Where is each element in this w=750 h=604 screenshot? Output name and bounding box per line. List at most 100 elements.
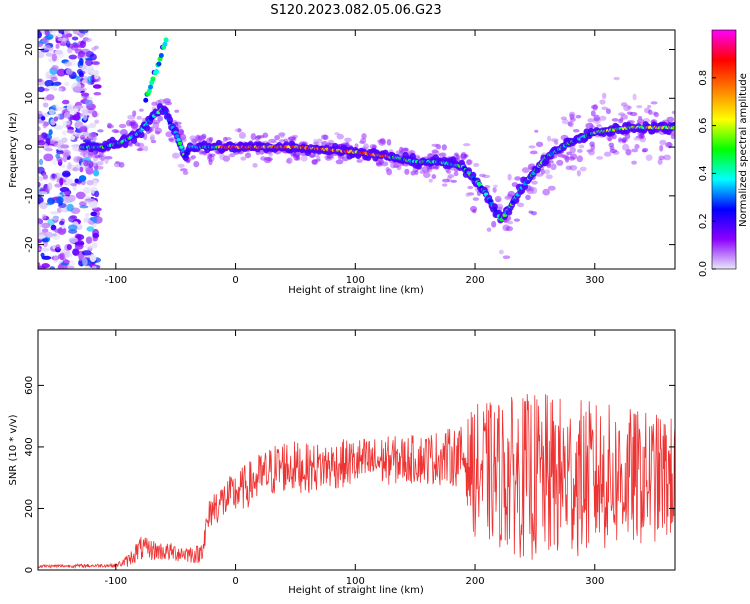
- spread-blob: [177, 163, 185, 168]
- spread-blob: [601, 106, 608, 111]
- noise-blob: [82, 112, 88, 121]
- noise-blob: [46, 202, 53, 206]
- spread-blob: [535, 141, 544, 148]
- spread-blob: [645, 154, 653, 161]
- spread-blob: [219, 153, 226, 160]
- noise-blob: [43, 153, 54, 162]
- noise-blob: [40, 247, 51, 252]
- spread-blob: [540, 168, 545, 175]
- spread-blob: [285, 158, 291, 164]
- noise-blob: [72, 86, 82, 93]
- spread-blob: [326, 154, 334, 159]
- noise-blob: [38, 86, 45, 93]
- branch-blob: [148, 84, 154, 90]
- spread-blob: [561, 119, 569, 125]
- spread-blob: [493, 184, 498, 188]
- noise-blob: [38, 166, 45, 174]
- noise-blob: [94, 72, 99, 80]
- noise-blob: [44, 79, 55, 88]
- spread-blob: [292, 136, 297, 142]
- noise-blob: [78, 70, 84, 77]
- spread-blob: [125, 120, 132, 127]
- x-tick-label: 300: [585, 576, 604, 587]
- spread-blob: [550, 163, 557, 171]
- spread-blob: [453, 171, 459, 177]
- snr-line: [38, 393, 675, 569]
- x-tick-label: 0: [232, 576, 238, 587]
- spread-blob: [626, 111, 633, 115]
- spectrogram-y-axis-label: Frequency (Hz): [8, 112, 19, 188]
- noise-blob: [79, 166, 84, 173]
- spread-blob: [547, 135, 552, 142]
- noise-blob: [66, 103, 74, 112]
- branch-blob: [158, 53, 164, 59]
- noise-blob: [61, 137, 68, 144]
- spread-blob: [431, 174, 437, 180]
- branch-blob: [150, 76, 156, 82]
- spread-blob: [648, 109, 653, 115]
- ridge-core: [672, 125, 675, 130]
- branch-blob: [163, 37, 169, 43]
- spread-blob: [589, 141, 595, 147]
- noise-blob: [38, 140, 46, 146]
- spread-blob: [76, 156, 84, 162]
- spread-blob: [530, 187, 538, 194]
- spread-blob: [278, 139, 285, 143]
- spread-blob: [91, 136, 97, 143]
- noise-blob: [46, 85, 56, 90]
- spread-blob: [528, 145, 536, 149]
- noise-blob: [52, 216, 59, 221]
- y-tick-label: 0: [24, 567, 35, 573]
- noise-blob: [50, 211, 59, 215]
- spread-blob: [152, 122, 160, 129]
- ridge-core: [179, 145, 184, 149]
- spread-blob: [465, 192, 471, 198]
- noise-blob: [75, 234, 85, 241]
- y-tick-label: 200: [24, 499, 35, 518]
- spread-blob: [118, 161, 125, 168]
- spread-blob: [118, 123, 127, 129]
- spread-blob: [193, 160, 200, 168]
- spread-blob: [442, 178, 450, 183]
- spread-blob: [138, 147, 145, 151]
- noise-blob: [94, 190, 100, 198]
- spread-blob: [568, 111, 576, 118]
- spread-blob: [180, 137, 187, 143]
- snr-plot-area: [38, 330, 675, 570]
- snr-frame: [37, 329, 676, 571]
- ridge-halo: [130, 136, 138, 144]
- branch-blob: [154, 69, 160, 75]
- spread-blob: [534, 129, 539, 133]
- spread-blob: [428, 178, 433, 183]
- noise-blob: [48, 30, 58, 34]
- spread-blob: [603, 151, 612, 157]
- noise-blob: [66, 203, 74, 212]
- spread-blob: [611, 118, 619, 122]
- spread-blob: [157, 115, 164, 122]
- spread-blob: [491, 220, 497, 228]
- spread-blob: [136, 115, 142, 120]
- spread-blob: [576, 155, 584, 163]
- spread-blob: [395, 150, 404, 155]
- spread-blob: [441, 183, 448, 187]
- noise-blob: [45, 34, 54, 40]
- spread-blob: [279, 133, 285, 139]
- spread-blob: [657, 158, 663, 165]
- spread-blob: [596, 156, 604, 160]
- spread-blob: [336, 133, 344, 140]
- spread-blob: [182, 170, 189, 175]
- noise-blob: [84, 244, 94, 249]
- spread-blob: [441, 144, 447, 151]
- spread-blob: [587, 148, 595, 156]
- noise-blob: [79, 40, 86, 49]
- noise-blob: [51, 136, 61, 142]
- spread-blob: [163, 99, 169, 104]
- noise-blob: [92, 84, 102, 89]
- colorbar-gradient: [711, 29, 737, 270]
- noise-blob: [83, 217, 91, 223]
- snr-series: [38, 393, 675, 569]
